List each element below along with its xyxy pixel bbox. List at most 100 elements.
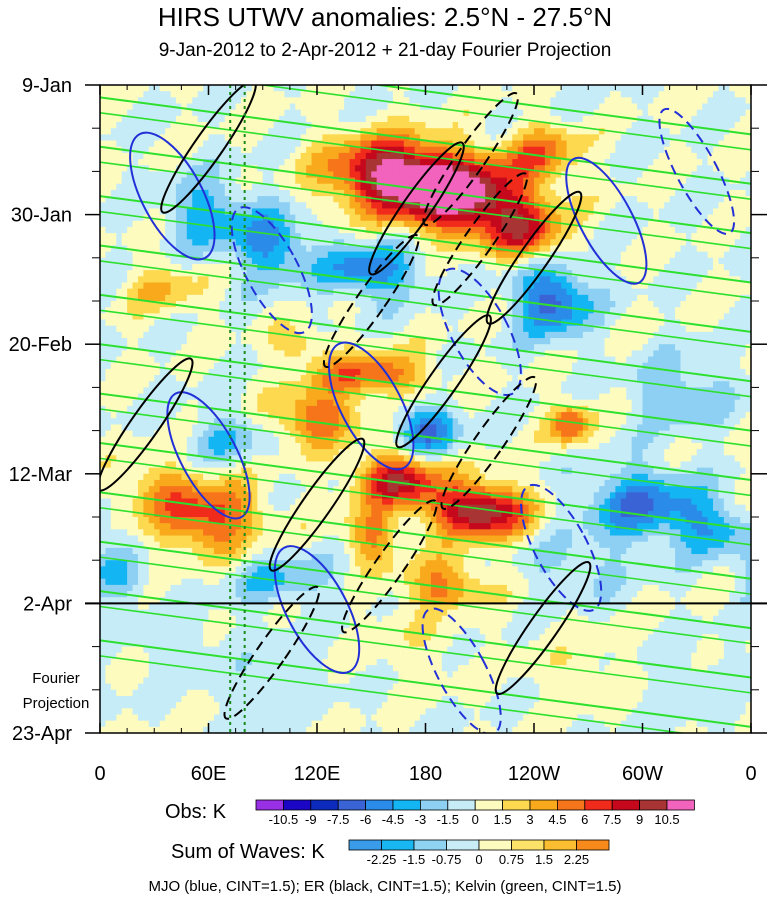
field-cell [561,263,568,271]
field-cell [338,220,345,228]
field-cell [685,233,692,240]
field-cell [127,171,134,179]
field-cell [333,115,340,123]
field-cell [116,239,123,247]
field-cell [566,97,573,105]
field-cell [631,276,638,284]
field-cell [637,282,644,290]
field-cell [490,313,497,321]
field-cell [317,220,324,228]
field-cell [626,270,633,277]
field-cell [257,152,264,160]
field-cell [203,214,210,222]
field-cell [550,270,557,277]
field-cell [268,140,275,148]
field-cell [409,338,416,345]
field-cell [523,152,530,160]
field-cell [257,128,264,135]
field-cell [246,307,253,314]
field-cell [740,109,747,117]
field-cell [555,257,562,265]
field-cell [615,239,622,247]
field-cell [170,183,177,191]
field-cell [333,214,340,222]
field-cell [317,294,324,302]
field-cell [631,122,638,129]
field-cell [273,257,280,265]
field-cell [284,313,291,321]
field-cell [213,245,220,253]
field-cell [577,301,584,308]
field-cell [609,146,616,154]
field-cell [224,159,231,166]
field-cell [251,307,258,314]
field-cell [224,294,231,302]
field-cell [105,301,112,308]
field-cell [539,177,546,185]
field-cell [159,276,166,284]
field-cell [544,276,551,284]
field-cell [740,115,747,123]
field-cell [213,146,220,154]
field-cell [197,251,204,259]
field-cell [745,251,751,259]
field-cell [707,257,714,265]
field-cell [523,233,530,240]
field-cell [284,301,291,308]
field-cell [468,226,475,234]
field-cell [436,270,443,277]
field-cell [506,159,513,166]
field-cell [707,128,714,135]
field-cell [105,208,112,216]
field-cell [186,288,193,296]
field-cell [279,251,286,259]
field-cell [490,165,497,172]
field-cell [609,307,616,314]
field-cell [181,128,188,135]
field-cell [246,146,253,154]
field-cell [148,325,155,333]
field-cell [430,177,437,185]
field-cell [479,263,486,271]
field-cell [458,85,465,92]
field-cell [458,313,465,321]
field-cell [501,331,508,339]
field-cell [490,233,497,240]
field-cell [718,319,725,327]
field-cell [203,128,210,135]
field-cell [534,270,541,277]
field-cell [468,233,475,240]
field-cell [729,245,736,253]
field-cell [251,270,258,277]
field-cell [669,189,676,197]
field-cell [224,288,231,296]
field-cell [387,97,394,105]
field-cell [512,251,519,259]
field-cell [599,165,606,172]
field-cell [452,134,459,142]
field-cell [723,152,730,160]
field-cell [664,288,671,296]
field-cell [165,257,172,265]
field-cell [154,140,161,148]
field-cell [593,146,600,154]
field-cell [300,288,307,296]
field-cell [452,202,459,210]
field-cell [734,270,741,277]
field-cell [317,183,324,191]
field-cell [181,146,188,154]
field-cell [279,115,286,123]
field-cell [175,171,182,179]
field-cell [376,208,383,216]
field-cell [490,134,497,142]
field-cell [186,202,193,210]
field-cell [642,165,649,172]
field-cell [447,220,454,228]
field-cell [523,189,530,197]
field-cell [165,245,172,253]
field-cell [664,165,671,172]
field-cell [490,202,497,210]
field-cell [707,177,714,185]
field-cell [642,282,649,290]
field-cell [664,183,671,191]
